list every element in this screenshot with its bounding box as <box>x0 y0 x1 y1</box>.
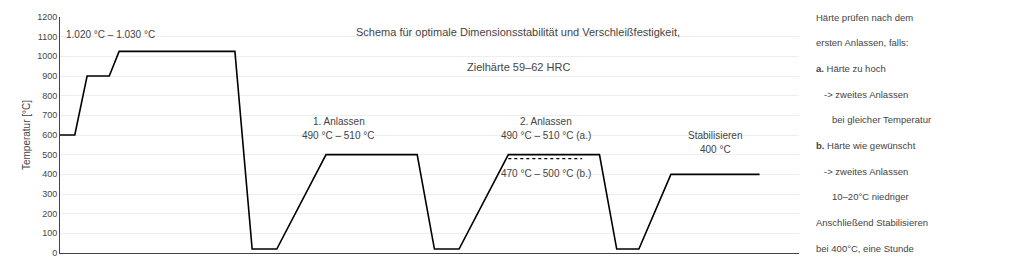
svg-text:ersten Anlassen, falls:: ersten Anlassen, falls: <box>816 37 908 48</box>
svg-text:0: 0 <box>52 248 57 258</box>
svg-text:700: 700 <box>42 110 57 120</box>
svg-text:1200: 1200 <box>37 12 57 22</box>
svg-text:b. Härte wie gewünscht: b. Härte wie gewünscht <box>816 140 916 151</box>
svg-text:800: 800 <box>42 91 57 101</box>
svg-text:Zielhärte 59–62 HRC: Zielhärte 59–62 HRC <box>467 61 570 73</box>
svg-text:900: 900 <box>42 71 57 81</box>
svg-text:400 °C: 400 °C <box>700 144 731 155</box>
svg-text:2. Anlassen: 2. Anlassen <box>520 116 572 127</box>
svg-text:600: 600 <box>42 130 57 140</box>
svg-text:bei 400°C, eine Stunde: bei 400°C, eine Stunde <box>816 243 914 254</box>
svg-text:-> zweites Anlassen: -> zweites Anlassen <box>824 166 908 177</box>
svg-text:Schema für optimale Dimensions: Schema für optimale Dimensionsstabilität… <box>356 26 680 38</box>
svg-text:1. Anlassen: 1. Anlassen <box>313 116 365 127</box>
svg-text:Anschließend Stabilisieren: Anschließend Stabilisieren <box>816 217 928 228</box>
svg-text:470 °C – 500 °C (b.): 470 °C – 500 °C (b.) <box>501 168 591 179</box>
svg-text:400: 400 <box>42 169 57 179</box>
svg-text:-> zweites Anlassen: -> zweites Anlassen <box>824 89 908 100</box>
svg-text:Temperatur [°C]: Temperatur [°C] <box>21 100 32 170</box>
svg-text:1100: 1100 <box>38 32 57 42</box>
svg-text:bei gleicher Temperatur: bei gleicher Temperatur <box>832 114 931 125</box>
svg-text:100: 100 <box>42 228 57 238</box>
svg-text:Stabilisieren: Stabilisieren <box>688 130 742 141</box>
svg-text:490 °C – 510 °C: 490 °C – 510 °C <box>302 130 375 141</box>
svg-text:490 °C – 510 °C (a.): 490 °C – 510 °C (a.) <box>501 130 591 141</box>
svg-text:300: 300 <box>42 189 57 199</box>
svg-text:a. Härte zu hoch: a. Härte zu hoch <box>816 63 886 74</box>
svg-text:1000: 1000 <box>37 51 57 61</box>
svg-text:1.020 °C – 1.030 °C: 1.020 °C – 1.030 °C <box>66 29 155 40</box>
svg-text:Härte prüfen nach dem: Härte prüfen nach dem <box>816 12 913 23</box>
svg-text:200: 200 <box>42 209 57 219</box>
svg-text:10–20°C niedriger: 10–20°C niedriger <box>832 191 909 202</box>
svg-text:500: 500 <box>42 150 57 160</box>
